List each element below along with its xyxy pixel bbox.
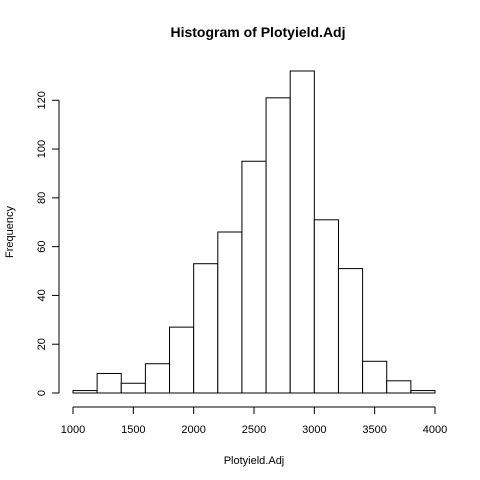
histogram-bar bbox=[96, 372, 122, 394]
y-tick-label: 100 bbox=[36, 140, 48, 158]
histogram-bar bbox=[313, 219, 339, 394]
x-tick-label: 4000 bbox=[423, 424, 447, 436]
y-tick-label: 40 bbox=[36, 289, 48, 301]
x-tick-label: 3500 bbox=[362, 424, 386, 436]
histogram-bar bbox=[410, 390, 436, 394]
y-axis-label: Frequency bbox=[4, 206, 16, 258]
x-tick-label: 3000 bbox=[302, 424, 326, 436]
histogram-bar bbox=[241, 160, 267, 394]
histogram-bar bbox=[193, 263, 219, 394]
histogram-bar bbox=[362, 360, 388, 394]
y-tick-label: 0 bbox=[36, 390, 48, 396]
x-axis-label: Plotyield.Adj bbox=[224, 455, 285, 467]
x-tick-label: 2000 bbox=[181, 424, 205, 436]
y-axis: 0 20 40 60 80 100 120 bbox=[36, 91, 60, 396]
x-tick-label: 2500 bbox=[242, 424, 266, 436]
histogram-bar bbox=[265, 97, 291, 394]
histogram-bar bbox=[169, 326, 195, 394]
x-tick-label: 1000 bbox=[61, 424, 85, 436]
y-tick-label: 80 bbox=[36, 192, 48, 204]
bars-group bbox=[72, 70, 436, 394]
x-axis: 1000 1500 2000 2500 3000 3500 4000 bbox=[61, 406, 447, 436]
histogram-bar bbox=[337, 268, 364, 394]
y-tick-label: 20 bbox=[36, 338, 48, 350]
histogram-bar bbox=[217, 231, 243, 394]
histogram-bar bbox=[386, 380, 412, 394]
histogram-bar bbox=[144, 363, 171, 394]
y-tick-label: 120 bbox=[36, 91, 48, 109]
histogram-bar bbox=[120, 382, 146, 394]
chart-title: Histogram of Plotyield.Adj bbox=[170, 24, 345, 40]
histogram-bar bbox=[289, 70, 315, 394]
histogram-bar bbox=[72, 390, 98, 394]
x-tick-label: 1500 bbox=[121, 424, 145, 436]
y-tick-label: 60 bbox=[36, 241, 48, 253]
